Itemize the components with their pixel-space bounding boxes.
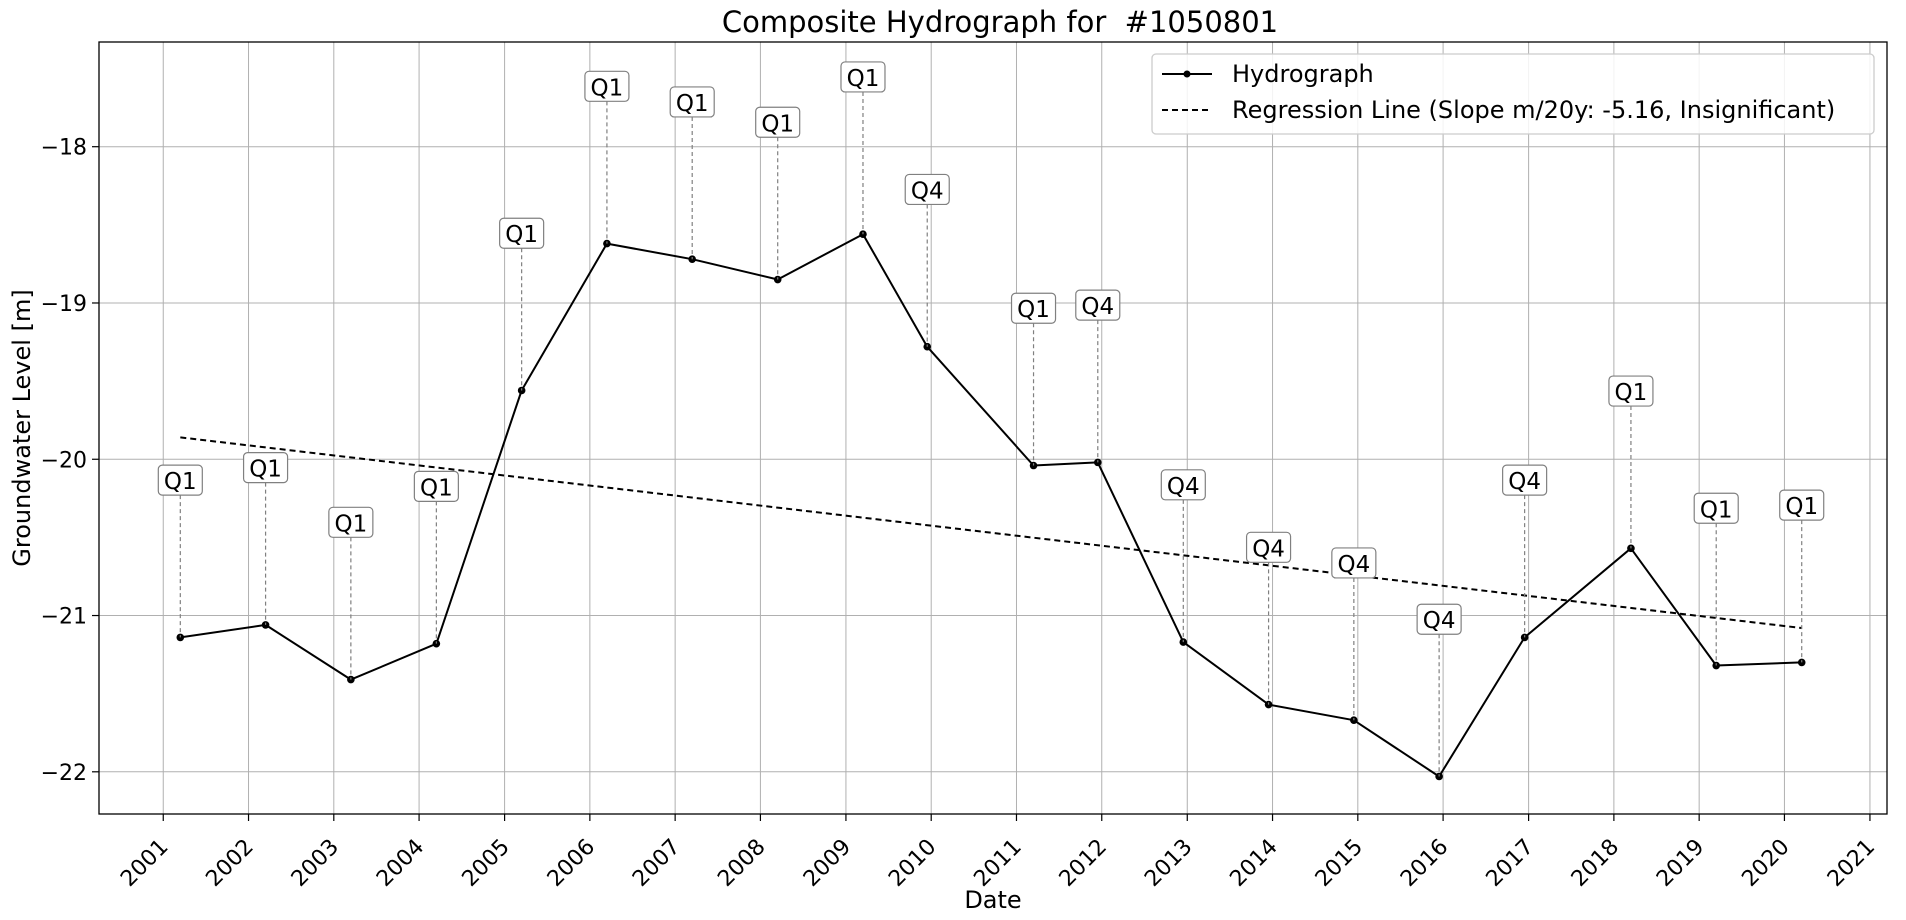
x-tick-label: 2011 xyxy=(969,835,1026,892)
annotation-label: Q4 xyxy=(1252,536,1285,562)
annotation-box xyxy=(1693,492,1739,524)
annotation-label: Q1 xyxy=(505,222,538,248)
annotation-box xyxy=(1245,531,1292,563)
regression-line xyxy=(180,436,1802,630)
annotation-box xyxy=(1160,469,1206,501)
legend-box xyxy=(1151,53,1875,135)
annotation-box xyxy=(904,173,950,206)
annotation-label: Q1 xyxy=(334,511,367,537)
hydrograph-point xyxy=(1029,461,1038,470)
x-tick-label: 2014 xyxy=(1226,835,1283,892)
annotation-label: Q4 xyxy=(1508,469,1541,495)
y-tick-label: −20 xyxy=(41,448,87,473)
hydrograph-point xyxy=(517,386,526,395)
y-tick-label: −22 xyxy=(41,761,87,786)
annotation-box xyxy=(840,61,886,93)
annotation-box xyxy=(1075,289,1121,321)
x-tick-label: 2017 xyxy=(1482,835,1539,892)
x-tick-label: 2007 xyxy=(628,835,685,892)
x-tick-label: 2016 xyxy=(1396,835,1453,892)
x-tick-label: 2006 xyxy=(543,835,600,892)
annotation-box xyxy=(1010,292,1057,324)
x-tick-label: 2002 xyxy=(201,835,258,892)
x-tick-label: 2008 xyxy=(713,835,770,892)
annotation-box xyxy=(242,452,289,484)
annotation-box xyxy=(499,217,545,249)
x-axis-label: Date xyxy=(964,886,1021,914)
x-tick-label: 2009 xyxy=(799,835,856,892)
plot-frame xyxy=(98,41,1888,815)
legend: Hydrograph Regression Line (Slope m/20y:… xyxy=(1151,53,1875,135)
x-tick-label: 2003 xyxy=(287,835,344,892)
y-tick-label: −18 xyxy=(41,136,87,161)
annotation-label: Q1 xyxy=(591,75,624,101)
annotation-label: Q4 xyxy=(1423,608,1456,634)
annotation-box xyxy=(1608,375,1654,407)
annotation-label: Q1 xyxy=(761,111,794,137)
x-tick-label: 2010 xyxy=(884,835,941,892)
annotation-box xyxy=(1779,489,1825,521)
annotation-box xyxy=(1502,464,1548,496)
x-tick-label: 2012 xyxy=(1055,835,1112,892)
x-tick-label: 2018 xyxy=(1567,835,1624,892)
annotation-label: Q1 xyxy=(676,91,709,117)
chart-title: Composite Hydrograph for #1050801 xyxy=(722,5,1278,39)
y-tick-label: −21 xyxy=(41,605,87,630)
legend-hydrograph-label: Hydrograph xyxy=(1232,60,1374,88)
legend-regression-label: Regression Line (Slope m/20y: -5.16, Ins… xyxy=(1232,96,1835,124)
annotation-box xyxy=(1331,547,1377,579)
hydrograph-point xyxy=(923,342,932,351)
annotation-label: Q1 xyxy=(249,457,282,483)
x-tick-label: 2015 xyxy=(1311,835,1368,892)
grid-lines xyxy=(99,42,1887,814)
y-axis-label: Groundwater Level [m] xyxy=(8,289,36,566)
y-tick-label: −19 xyxy=(41,292,87,317)
hydrograph-line xyxy=(180,233,1802,778)
x-tick-label: 2005 xyxy=(458,835,515,892)
annotation-label: Q4 xyxy=(1167,474,1200,500)
quarter-annotations: Q1 Q1 Q1 Q1 Q1 Q1 Q1 Q1 Q1 Q4 Q1 Q4 Q4 Q4 Q4 Q4 Q4 Q1 Q1 Q1 xyxy=(157,61,1825,777)
annotation-label: Q4 xyxy=(1337,552,1370,578)
annotation-label: Q1 xyxy=(1017,297,1050,323)
x-tick-label: 2004 xyxy=(372,835,429,892)
annotation-label: Q1 xyxy=(847,66,880,92)
series-layer xyxy=(176,230,1806,781)
annotation-box xyxy=(1416,603,1462,635)
x-tick-label: 2021 xyxy=(1823,835,1880,892)
annotation-label: Q1 xyxy=(420,475,453,501)
annotation-label: Q1 xyxy=(1785,494,1818,520)
x-tick-label: 2019 xyxy=(1652,835,1709,892)
annotation-box xyxy=(413,470,459,502)
annotation-box xyxy=(755,106,801,138)
annotation-box xyxy=(328,506,374,538)
x-tick-label: 2013 xyxy=(1140,835,1197,892)
axis-ticks: 2001 2002 2003 2004 2005 2006 2007 2008 2009 2010… xyxy=(41,136,1881,892)
annotation-box xyxy=(669,86,715,118)
annotation-box xyxy=(584,70,630,102)
x-tick-label: 2020 xyxy=(1737,835,1794,892)
annotation-label: Q1 xyxy=(164,469,197,495)
annotation-label: Q4 xyxy=(1081,294,1114,320)
annotation-box xyxy=(157,464,203,496)
annotation-label: Q4 xyxy=(911,178,944,204)
annotation-label: Q1 xyxy=(1615,380,1648,406)
annotation-label: Q1 xyxy=(1700,497,1733,523)
legend-hydrograph-marker xyxy=(1183,70,1191,78)
x-tick-label: 2001 xyxy=(116,835,173,892)
